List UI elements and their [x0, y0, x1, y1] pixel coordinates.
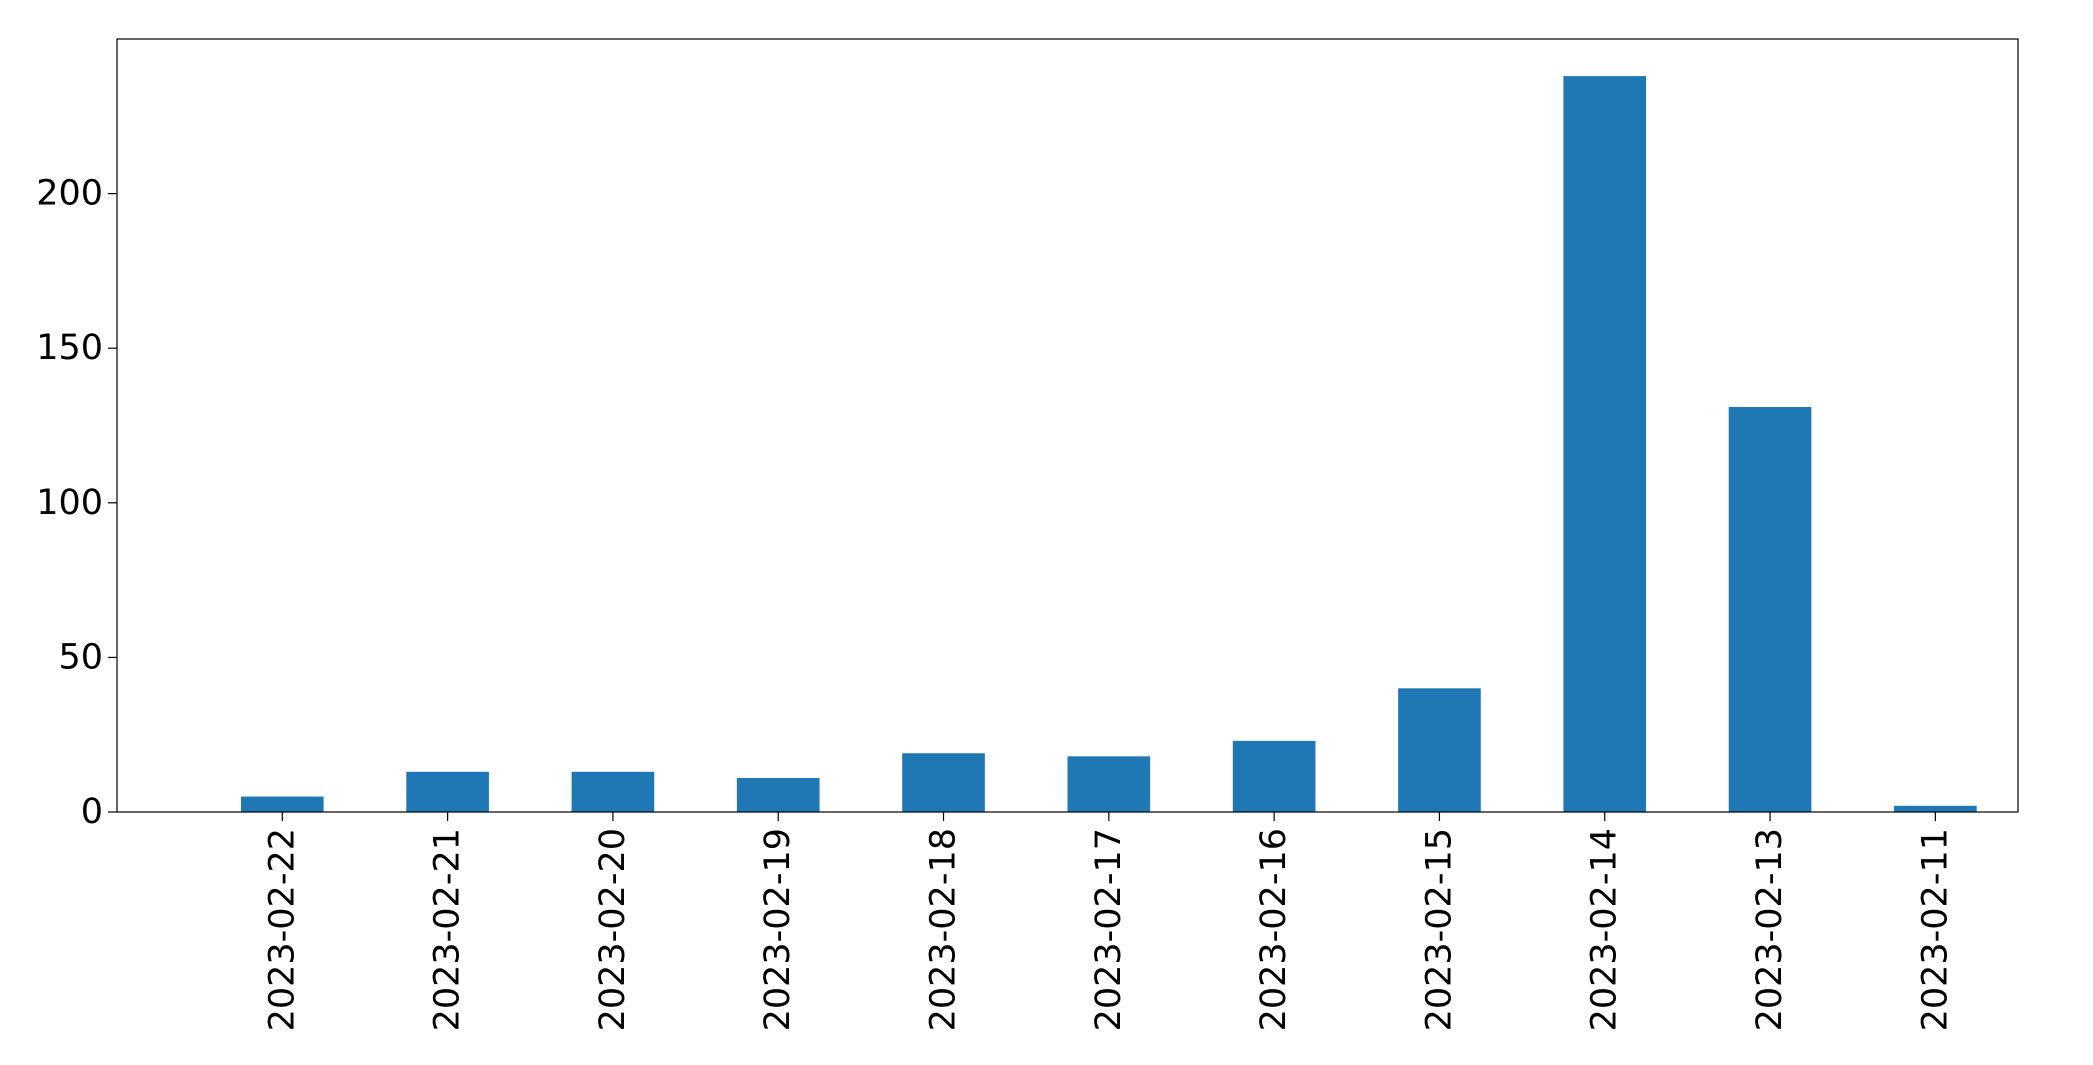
bar-2023-02-20: [571, 771, 655, 812]
x-tick-label: 2023-02-18: [924, 828, 964, 1031]
plot-frame: [116, 38, 2019, 813]
bar-2023-02-22: [240, 796, 324, 812]
bars-layer: [240, 76, 1977, 812]
bar-2023-02-19: [736, 777, 820, 812]
x-tick-label: 2023-02-11: [1915, 828, 1955, 1031]
x-tick-label: 2023-02-22: [262, 828, 302, 1031]
y-tick-label: 200: [36, 174, 103, 214]
x-tick-label: 2023-02-20: [593, 828, 633, 1031]
x-tick-label: 2023-02-17: [1089, 828, 1129, 1031]
y-tick-label: 100: [36, 483, 103, 523]
y-tick-label: 0: [81, 792, 103, 832]
bar-2023-02-21: [406, 771, 489, 812]
bar-2023-02-14: [1563, 76, 1647, 812]
y-tick-label: 50: [58, 637, 103, 677]
bar-2023-02-13: [1728, 406, 1812, 812]
x-tick-label: 2023-02-19: [758, 828, 798, 1031]
y-tick-label: 150: [36, 328, 103, 368]
bar-2023-02-15: [1398, 688, 1481, 812]
y-axis-ticks: 0 50 100 150 200: [36, 174, 117, 832]
x-tick-label: 2023-02-15: [1419, 828, 1459, 1031]
x-tick-label: 2023-02-14: [1585, 828, 1625, 1031]
x-tick-label: 2023-02-16: [1254, 828, 1294, 1031]
x-axis-ticks: 2023-02-22 2023-02-21 2023-02-20 2023-02-19…: [262, 812, 1955, 1031]
axes-layer: [116, 38, 2019, 813]
bar-2023-02-11: [1894, 805, 1977, 812]
x-tick-label: 2023-02-13: [1750, 828, 1790, 1031]
bar-2023-02-16: [1232, 740, 1316, 812]
bar-2023-02-18: [902, 753, 985, 812]
bar-2023-02-17: [1067, 756, 1151, 812]
x-tick-label: 2023-02-21: [428, 828, 468, 1031]
